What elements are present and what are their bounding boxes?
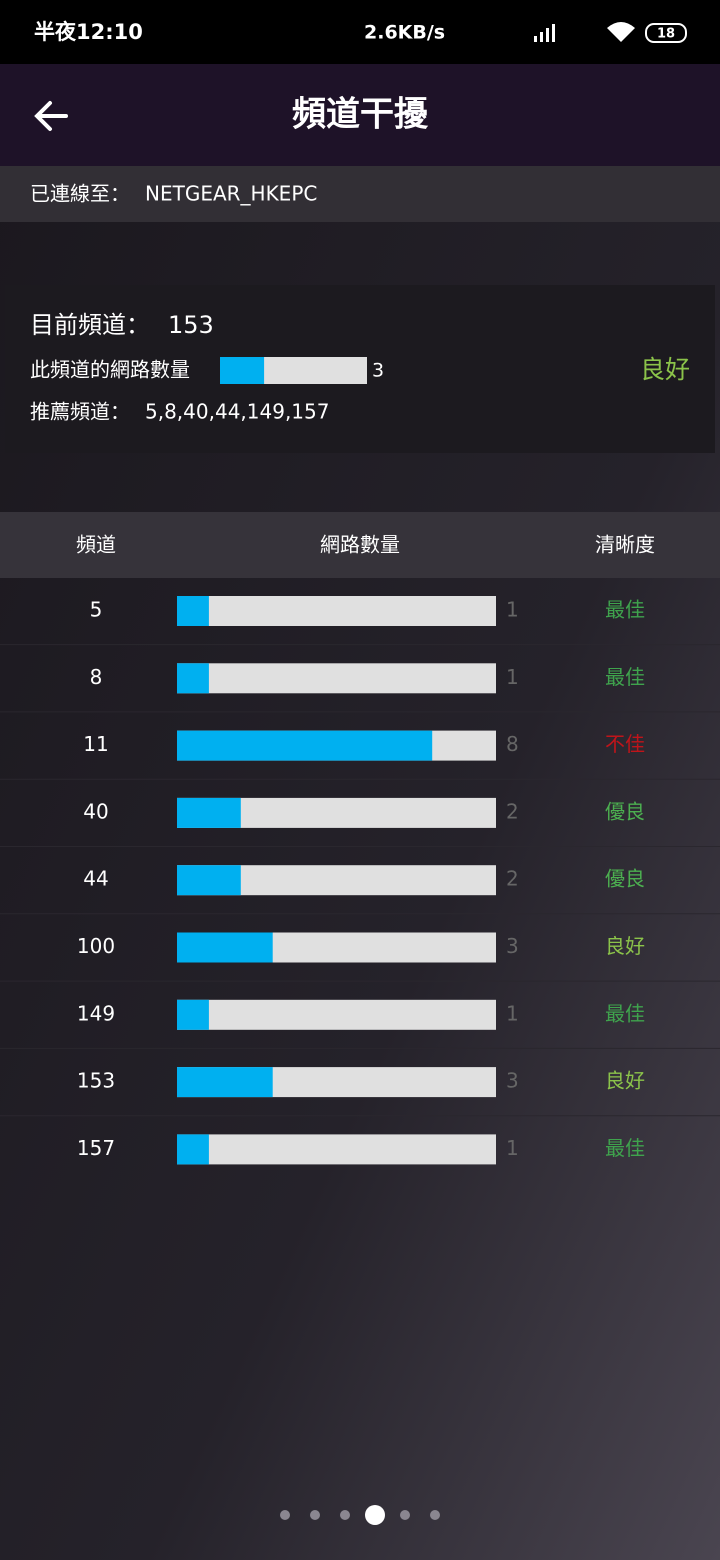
bar-track (177, 663, 496, 694)
channel: 44 (83, 867, 108, 891)
current-quality: 良好 (640, 355, 690, 384)
quality: 最佳 (605, 665, 645, 689)
battery (645, 23, 687, 43)
quality: 優良 (605, 799, 645, 823)
connection-ssid: NETGEAR_HKEPC (145, 182, 317, 206)
count: 2 (506, 799, 519, 823)
count: 3 (506, 934, 519, 958)
quality: 優良 (605, 867, 645, 891)
channel: 149 (77, 1001, 115, 1025)
table-header (0, 512, 720, 578)
status-speed: 2.6KB/s (364, 22, 445, 44)
bar (177, 932, 273, 963)
count: 1 (506, 665, 519, 689)
connection-strip (0, 166, 720, 222)
column-header: 頻道 (76, 533, 116, 557)
bar (177, 596, 209, 626)
page-dot[interactable] (365, 1505, 385, 1525)
bar (177, 730, 433, 761)
bar-track (177, 1134, 496, 1165)
count: 1 (506, 598, 519, 622)
bar (177, 865, 241, 896)
bar (177, 663, 209, 694)
page-dot[interactable] (340, 1510, 350, 1520)
quality: 良好 (605, 1069, 645, 1093)
status-bar (0, 0, 720, 64)
recommended-channels: 5,8,40,44,149,157 (145, 400, 329, 424)
page-title: 頻道干擾 (292, 95, 429, 135)
count: 3 (506, 1069, 519, 1093)
channel: 8 (90, 665, 103, 689)
current-count: 3 (372, 360, 384, 382)
bar-track (177, 999, 496, 1030)
connection-label: 已連線至： (30, 182, 130, 206)
page-dot[interactable] (310, 1510, 320, 1520)
count: 1 (506, 1136, 519, 1160)
quality: 最佳 (605, 598, 645, 622)
back-button[interactable] (34, 101, 68, 131)
channel: 40 (83, 799, 108, 823)
battery-level: 18 (657, 27, 675, 42)
channel: 157 (77, 1136, 115, 1160)
recommend-label: 推薦頻道： (30, 400, 130, 424)
bar-track (177, 596, 496, 626)
app-bar (0, 64, 720, 166)
current-label: 目前頻道： (30, 311, 150, 339)
status-icons (534, 22, 635, 42)
channel: 11 (83, 732, 108, 756)
page-dot[interactable] (280, 1510, 290, 1520)
column-header: 網路數量 (320, 533, 400, 557)
bar (220, 357, 265, 384)
current-channel: 153 (168, 311, 214, 339)
quality: 良好 (605, 934, 645, 958)
bar (177, 1067, 273, 1098)
status-time: 半夜12:10 (34, 20, 143, 44)
channel: 5 (90, 598, 103, 622)
quality: 最佳 (605, 1136, 645, 1160)
page-dot[interactable] (400, 1510, 410, 1520)
channel: 153 (77, 1069, 115, 1093)
column-header: 清晰度 (595, 533, 655, 557)
count: 1 (506, 1001, 519, 1025)
count: 2 (506, 867, 519, 891)
count-label: 此頻道的網路數量 (30, 358, 190, 382)
quality: 最佳 (605, 1001, 645, 1025)
quality: 不佳 (605, 732, 645, 756)
bar (177, 999, 209, 1030)
bar (177, 1134, 209, 1165)
count: 8 (506, 732, 519, 756)
channel: 100 (77, 934, 115, 958)
bar (177, 797, 241, 828)
page-dot[interactable] (430, 1510, 440, 1520)
